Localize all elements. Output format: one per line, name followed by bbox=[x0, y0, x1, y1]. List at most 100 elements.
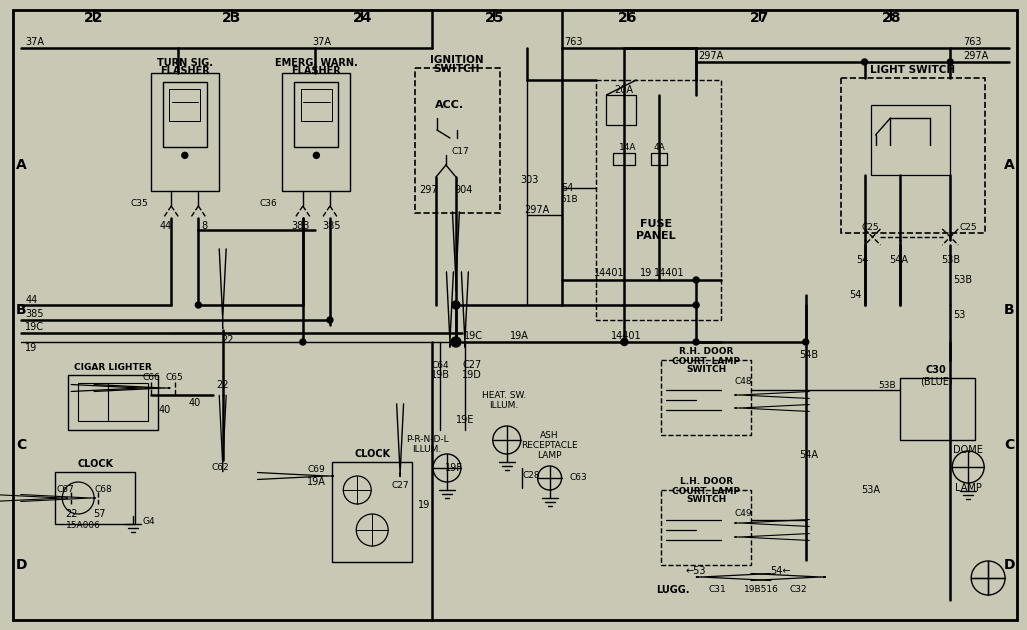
Text: 51B: 51B bbox=[560, 195, 577, 205]
Text: 54A: 54A bbox=[799, 450, 819, 460]
Text: SWITCH: SWITCH bbox=[433, 64, 481, 74]
Text: P-R-N-D-L: P-R-N-D-L bbox=[406, 435, 449, 445]
Text: 53A: 53A bbox=[861, 485, 880, 495]
Circle shape bbox=[182, 152, 188, 158]
Text: C67: C67 bbox=[56, 486, 74, 495]
Bar bbox=[606, 95, 637, 125]
Text: CLOCK: CLOCK bbox=[354, 449, 390, 459]
Text: 37A: 37A bbox=[26, 37, 44, 47]
Text: 37A: 37A bbox=[312, 37, 332, 47]
Bar bbox=[78, 383, 148, 421]
Bar bbox=[901, 378, 976, 440]
Text: 19: 19 bbox=[418, 500, 430, 510]
Text: C62: C62 bbox=[212, 464, 229, 472]
Text: 297A: 297A bbox=[963, 51, 988, 61]
Text: 20A: 20A bbox=[614, 85, 633, 95]
Text: 24: 24 bbox=[352, 11, 372, 25]
Circle shape bbox=[862, 59, 868, 65]
Text: 53B: 53B bbox=[953, 275, 973, 285]
Text: C25: C25 bbox=[862, 222, 879, 231]
Text: C31: C31 bbox=[709, 585, 726, 595]
Text: C35: C35 bbox=[130, 198, 148, 207]
Text: G4: G4 bbox=[143, 517, 155, 527]
Text: 19B516: 19B516 bbox=[744, 585, 778, 595]
Circle shape bbox=[195, 302, 201, 308]
Text: SWITCH: SWITCH bbox=[686, 496, 726, 505]
Text: C36: C36 bbox=[260, 198, 277, 207]
Text: 19A: 19A bbox=[306, 477, 326, 487]
Text: D: D bbox=[1003, 558, 1015, 572]
Text: LUGG.: LUGG. bbox=[656, 585, 690, 595]
Text: SWITCH: SWITCH bbox=[686, 365, 726, 374]
Text: D: D bbox=[15, 558, 27, 572]
Text: C25: C25 bbox=[959, 222, 977, 231]
Text: IGNITION: IGNITION bbox=[430, 55, 484, 65]
Text: C64: C64 bbox=[431, 360, 449, 370]
Text: 23: 23 bbox=[222, 11, 241, 25]
Text: C69: C69 bbox=[308, 466, 326, 474]
Circle shape bbox=[452, 301, 460, 309]
Text: EMERG. WARN.: EMERG. WARN. bbox=[275, 58, 357, 68]
Text: COURT. LAMP: COURT. LAMP bbox=[672, 486, 740, 496]
Text: 15A006: 15A006 bbox=[66, 522, 101, 530]
Text: 19E: 19E bbox=[456, 415, 474, 425]
Text: 8: 8 bbox=[201, 221, 207, 231]
Text: C63: C63 bbox=[570, 474, 587, 483]
Text: B: B bbox=[1003, 303, 1015, 317]
Text: 14A: 14A bbox=[618, 144, 636, 152]
Circle shape bbox=[947, 59, 953, 65]
Text: LAMP: LAMP bbox=[955, 483, 982, 493]
Bar bbox=[415, 68, 500, 213]
Text: 297A: 297A bbox=[698, 51, 723, 61]
Circle shape bbox=[327, 317, 333, 323]
Text: 303: 303 bbox=[521, 175, 539, 185]
Text: ACC.: ACC. bbox=[435, 100, 464, 110]
Text: 40: 40 bbox=[159, 405, 172, 415]
Text: A: A bbox=[1003, 158, 1015, 172]
Bar bbox=[163, 83, 206, 147]
Text: 53B: 53B bbox=[941, 255, 960, 265]
Text: 53: 53 bbox=[953, 310, 965, 320]
Bar bbox=[871, 105, 950, 175]
Circle shape bbox=[693, 277, 699, 283]
Bar bbox=[841, 78, 985, 233]
Text: 54: 54 bbox=[857, 255, 869, 265]
Text: 44: 44 bbox=[26, 295, 38, 305]
Text: 25: 25 bbox=[485, 11, 504, 25]
Circle shape bbox=[300, 339, 306, 345]
Text: 54: 54 bbox=[561, 183, 573, 193]
Text: 4A: 4A bbox=[653, 144, 665, 152]
Text: 19C: 19C bbox=[464, 331, 483, 341]
Text: C27: C27 bbox=[462, 360, 482, 370]
Text: 54B: 54B bbox=[799, 350, 819, 360]
Text: PANEL: PANEL bbox=[637, 231, 676, 241]
Bar bbox=[661, 360, 751, 435]
Text: 19A: 19A bbox=[509, 331, 529, 341]
Bar bbox=[661, 490, 751, 565]
Circle shape bbox=[693, 302, 699, 308]
Text: 14401: 14401 bbox=[611, 331, 642, 341]
Text: RECEPTACLE: RECEPTACLE bbox=[522, 440, 578, 449]
Text: 19B: 19B bbox=[430, 370, 450, 380]
Text: C: C bbox=[1004, 438, 1015, 452]
Text: 297: 297 bbox=[420, 185, 439, 195]
Bar bbox=[151, 73, 219, 191]
Text: 297A: 297A bbox=[525, 205, 549, 215]
Text: 763: 763 bbox=[565, 37, 583, 47]
Text: C: C bbox=[16, 438, 27, 452]
Text: LIGHT SWITCH: LIGHT SWITCH bbox=[870, 65, 955, 75]
Text: HEAT. SW.: HEAT. SW. bbox=[482, 391, 526, 399]
Text: C28: C28 bbox=[523, 471, 540, 479]
Text: C17: C17 bbox=[451, 147, 468, 156]
Circle shape bbox=[313, 152, 319, 158]
Text: 27: 27 bbox=[750, 11, 769, 25]
Circle shape bbox=[803, 339, 808, 345]
Text: 57: 57 bbox=[92, 509, 106, 519]
Text: 19: 19 bbox=[640, 268, 652, 278]
Text: 44: 44 bbox=[159, 221, 172, 231]
Text: 22: 22 bbox=[84, 11, 104, 25]
Text: C30: C30 bbox=[926, 365, 947, 375]
Text: FLASHER: FLASHER bbox=[160, 66, 210, 76]
Text: 14401: 14401 bbox=[654, 268, 685, 278]
Bar bbox=[55, 472, 135, 524]
